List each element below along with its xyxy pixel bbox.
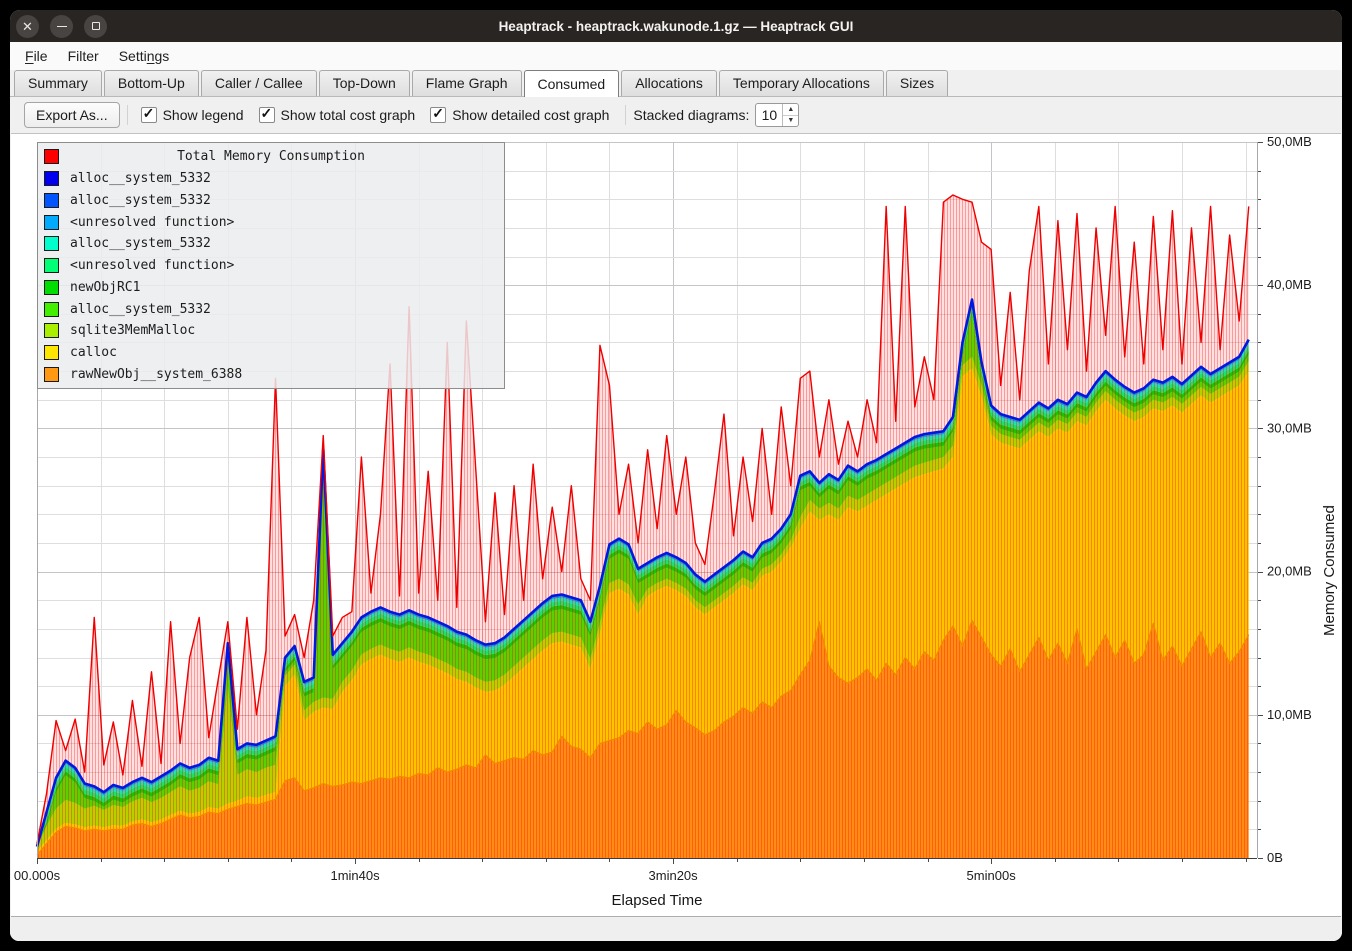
legend-label: sqlite3MemMalloc	[70, 323, 195, 338]
chart-legend: Total Memory Consumption alloc__system_53…	[37, 142, 505, 389]
tab-temporary-allocations[interactable]: Temporary Allocations	[719, 70, 884, 96]
tab-consumed[interactable]: Consumed	[524, 70, 620, 97]
stepper-down-icon[interactable]: ▼	[783, 116, 798, 127]
stacked-diagrams-value: 10	[756, 104, 782, 126]
minimize-icon	[57, 26, 67, 27]
legend-item: newObjRC1	[42, 276, 500, 298]
checkbox-label: Show detailed cost graph	[452, 107, 609, 123]
legend-label: alloc__system_5332	[70, 236, 211, 251]
menubar: FileFilterSettings	[10, 42, 1342, 70]
chart-panel: Total Memory Consumption alloc__system_53…	[11, 133, 1341, 917]
toolbar-separator	[625, 105, 626, 125]
toolbar-separator	[127, 105, 128, 125]
legend-label: newObjRC1	[70, 280, 140, 295]
legend-label: <unresolved function>	[70, 258, 234, 273]
legend-item: <unresolved function>	[42, 255, 500, 277]
tab-bar: SummaryBottom-UpCaller / CalleeTop-DownF…	[10, 70, 1342, 97]
checkbox-label: Show legend	[163, 107, 244, 123]
checkmark-icon: ✓	[261, 105, 273, 122]
legend-item: sqlite3MemMalloc	[42, 320, 500, 342]
legend-swatch	[44, 171, 59, 186]
minimize-button[interactable]	[50, 15, 73, 38]
tab-flame-graph[interactable]: Flame Graph	[412, 70, 522, 96]
x-axis-title: Elapsed Time	[447, 892, 867, 909]
menu-item-filter[interactable]: Filter	[58, 44, 109, 68]
legend-label: <unresolved function>	[70, 215, 234, 230]
stacked-diagrams-label: Stacked diagrams:	[633, 107, 749, 123]
legend-swatch	[44, 345, 59, 360]
stacked-diagrams-stepper[interactable]: 10 ▲ ▼	[755, 103, 799, 127]
tab-top-down[interactable]: Top-Down	[319, 70, 410, 96]
tab-summary[interactable]: Summary	[14, 70, 102, 96]
legend-swatch	[44, 215, 59, 230]
menu-item-settings[interactable]: Settings	[109, 44, 180, 68]
status-strip	[10, 918, 1342, 941]
legend-swatch	[44, 302, 59, 317]
legend-item: alloc__system_5332	[42, 298, 500, 320]
legend-item: calloc	[42, 342, 500, 364]
window-title: Heaptrack - heaptrack.wakunode.1.gz — He…	[10, 19, 1342, 34]
titlebar[interactable]: ✕ Heaptrack - heaptrack.wakunode.1.gz — …	[10, 10, 1342, 42]
legend-item: alloc__system_5332	[42, 189, 500, 211]
legend-swatch	[44, 367, 59, 382]
maximize-button[interactable]	[84, 15, 107, 38]
legend-swatch	[44, 323, 59, 338]
legend-title: Total Memory Consumption	[42, 149, 500, 164]
legend-label: alloc__system_5332	[70, 171, 211, 186]
legend-label: alloc__system_5332	[70, 193, 211, 208]
legend-swatch	[44, 193, 59, 208]
maximize-icon	[92, 22, 100, 30]
legend-item: alloc__system_5332	[42, 168, 500, 190]
legend-label: calloc	[70, 345, 117, 360]
legend-swatch	[44, 258, 59, 273]
checkbox-label: Show total cost graph	[281, 107, 416, 123]
export-as-button[interactable]: Export As...	[24, 102, 120, 128]
legend-label: alloc__system_5332	[70, 302, 211, 317]
legend-swatch	[44, 236, 59, 251]
toolbar: Export As... ✓ Show legend ✓ Show total cos…	[10, 97, 1342, 133]
legend-label: rawNewObj__system_6388	[70, 367, 242, 382]
heaptrack-window: ✕ Heaptrack - heaptrack.wakunode.1.gz — …	[10, 10, 1342, 941]
legend-title-row: Total Memory Consumption	[42, 146, 500, 168]
checkmark-icon: ✓	[432, 105, 444, 122]
checkmark-icon: ✓	[143, 105, 155, 122]
checkbox-show-detailed-cost-graph[interactable]: ✓ Show detailed cost graph	[430, 107, 609, 123]
tab-caller-callee[interactable]: Caller / Callee	[201, 70, 317, 96]
stepper-up-icon[interactable]: ▲	[783, 104, 798, 116]
legend-swatch	[44, 280, 59, 295]
close-icon: ✕	[22, 20, 33, 33]
legend-item: alloc__system_5332	[42, 233, 500, 255]
tab-sizes[interactable]: Sizes	[886, 70, 948, 96]
legend-item: rawNewObj__system_6388	[42, 363, 500, 385]
legend-item: <unresolved function>	[42, 211, 500, 233]
checkbox-box[interactable]: ✓	[141, 107, 157, 123]
checkbox-show-total-cost-graph[interactable]: ✓ Show total cost graph	[259, 107, 416, 123]
menu-item-file[interactable]: File	[15, 44, 58, 68]
stepper-arrows: ▲ ▼	[782, 104, 798, 126]
close-button[interactable]: ✕	[16, 15, 39, 38]
y-axis-title: Memory Consumed	[1321, 406, 1338, 636]
checkbox-box[interactable]: ✓	[430, 107, 446, 123]
checkbox-show-legend[interactable]: ✓ Show legend	[141, 107, 244, 123]
tab-bottom-up[interactable]: Bottom-Up	[104, 70, 199, 96]
checkbox-box[interactable]: ✓	[259, 107, 275, 123]
checkbox-group: ✓ Show legend ✓ Show total cost graph ✓ Show …	[135, 107, 619, 123]
tab-allocations[interactable]: Allocations	[621, 70, 717, 96]
